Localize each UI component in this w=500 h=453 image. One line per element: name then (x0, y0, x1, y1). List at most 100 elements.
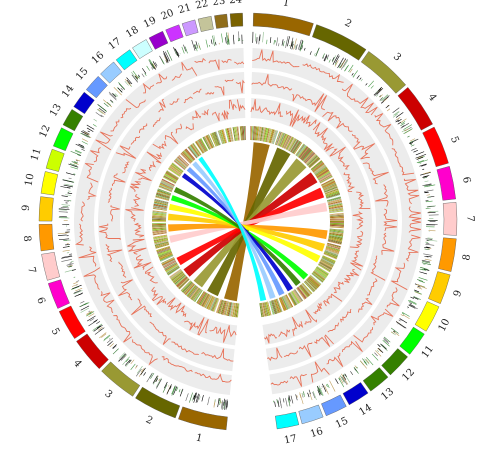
marker-tick (364, 361, 367, 365)
left-chromosome-15 (86, 76, 107, 98)
marker-tick (297, 395, 298, 397)
right-chromosome-8 (438, 238, 456, 272)
left-chromosome-label-7: 7 (25, 266, 37, 275)
marker-tick (63, 179, 74, 182)
marker-tick (80, 301, 84, 303)
marker-tick (302, 395, 303, 397)
marker-tick (145, 73, 147, 75)
marker-tick (216, 42, 217, 45)
right-chromosome-label-14: 14 (357, 402, 374, 418)
right-chromosome-6 (437, 166, 456, 200)
right-chromosome-label-15: 15 (334, 415, 350, 430)
left-chromosome-label-2: 2 (144, 414, 155, 427)
marker-tick (374, 353, 377, 356)
marker-tick (220, 401, 221, 405)
marker-tick (76, 161, 77, 162)
left-chromosome-label-6: 6 (34, 296, 47, 306)
marker-tick (74, 290, 83, 294)
marker-tick (144, 372, 146, 375)
marker-tick (211, 39, 212, 44)
left-chromosome-8 (39, 224, 54, 251)
marker-tick (95, 328, 104, 335)
marker-tick (300, 392, 304, 404)
marker-tick (161, 59, 164, 65)
left-chromosome-23 (214, 14, 228, 28)
marker-tick (380, 344, 386, 350)
right-chromosome-label-10: 10 (437, 317, 453, 333)
marker-tick (396, 321, 406, 328)
marker-tick (332, 55, 336, 62)
marker-tick (422, 169, 424, 170)
right-chromosome-label-4: 4 (426, 92, 439, 103)
marker-tick (65, 195, 71, 196)
marker-tick (401, 123, 409, 128)
marker-tick (308, 393, 310, 397)
right-chromosome-label-16: 16 (309, 426, 325, 440)
marker-tick (206, 40, 208, 48)
marker-tick (400, 318, 407, 323)
marker-tick (59, 209, 70, 210)
marker-tick (81, 149, 84, 150)
marker-tick (76, 281, 79, 282)
left-chromosome-label-11: 11 (29, 147, 43, 162)
left-chromosome-label-8: 8 (21, 235, 32, 242)
marker-tick (411, 144, 412, 145)
marker-tick (110, 343, 114, 347)
right-chromosome-label-2: 2 (343, 17, 354, 30)
marker-tick (125, 81, 129, 85)
marker-tick (418, 160, 428, 163)
marker-tick (409, 305, 417, 309)
marker-tick (353, 70, 358, 77)
left-chromosome-10 (41, 171, 58, 195)
marker-tick (167, 50, 172, 61)
marker-tick (415, 292, 421, 295)
marker-tick (407, 307, 409, 308)
marker-tick (69, 178, 72, 179)
marker-tick (413, 150, 417, 152)
right-chromosome-5 (423, 127, 449, 167)
right-chromosome-15 (321, 395, 346, 416)
left-chromosome-14 (74, 92, 95, 114)
left-chromosome-label-21: 21 (177, 2, 192, 16)
marker-tick (360, 78, 361, 80)
marker-tick (345, 65, 349, 71)
marker-tick (327, 384, 329, 388)
marker-tick (142, 74, 144, 77)
left-chromosome-label-9: 9 (21, 204, 32, 211)
right-chromosome-16 (299, 405, 323, 424)
marker-tick (372, 354, 378, 361)
left-chromosome-label-10: 10 (23, 173, 36, 188)
marker-tick (142, 68, 146, 73)
marker-tick (386, 105, 389, 108)
marker-tick (88, 131, 90, 132)
marker-tick (103, 335, 110, 341)
marker-tick (71, 287, 79, 290)
right-chromosome-10 (415, 301, 439, 331)
marker-tick (197, 46, 198, 49)
left-chromosome-5 (59, 306, 85, 339)
marker-tick (226, 37, 227, 43)
marker-tick (61, 259, 72, 261)
marker-tick (417, 284, 424, 287)
marker-tick (73, 291, 80, 294)
marker-tick (182, 47, 184, 54)
marker-tick (381, 345, 388, 351)
marker-tick (278, 400, 279, 407)
marker-tick (429, 211, 438, 212)
marker-tick (335, 378, 337, 381)
left-chromosome-label-15: 15 (74, 66, 91, 83)
left-chromosome-label-22: 22 (195, 0, 210, 12)
right-chromosome-label-17: 17 (283, 433, 298, 446)
marker-tick (137, 366, 142, 373)
marker-tick (104, 335, 110, 340)
marker-tick (93, 320, 97, 323)
left-chromosome-label-14: 14 (60, 83, 76, 100)
marker-tick (401, 314, 403, 315)
marker-tick (396, 117, 400, 120)
marker-tick (274, 40, 275, 44)
marker-tick (136, 369, 141, 376)
marker-tick (378, 344, 381, 347)
marker-tick (275, 402, 276, 407)
marker-tick (164, 53, 169, 62)
right-chromosome-17 (275, 412, 299, 429)
